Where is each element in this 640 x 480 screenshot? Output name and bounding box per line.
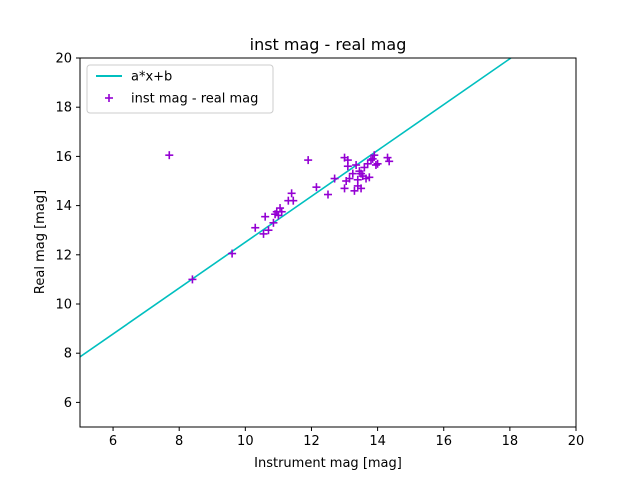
y-tick-label: 6	[64, 396, 72, 411]
axes-frame	[79, 57, 577, 428]
data-point	[269, 218, 278, 227]
x-tick-label: 16	[435, 434, 452, 449]
y-axis-label: Real mag [mag]	[33, 190, 48, 294]
x-tick-label: 8	[175, 434, 183, 449]
data-point	[324, 190, 332, 199]
x-tick-label: 6	[109, 434, 117, 449]
data-point	[345, 174, 354, 183]
x-tick-label: 20	[568, 434, 585, 449]
data-point	[353, 175, 362, 184]
legend-fit-line-label: a*x+b	[131, 70, 172, 85]
data-point	[304, 156, 313, 165]
x-tick-label: 18	[502, 434, 519, 449]
y-tick-label: 18	[55, 101, 72, 116]
points-layer	[165, 151, 394, 284]
data-point	[289, 196, 298, 205]
y-axis-ticks: 6 8 10 12 14 16 18 20	[55, 52, 80, 411]
data-point	[277, 207, 286, 216]
x-tick-label: 14	[369, 434, 386, 449]
y-tick-label: 8	[64, 347, 72, 362]
data-point	[340, 184, 349, 193]
y-tick-label: 14	[55, 199, 72, 214]
data-point	[365, 173, 374, 182]
data-point	[385, 157, 394, 166]
fit-line	[80, 58, 512, 358]
x-tick-label: 10	[237, 434, 254, 449]
data-point	[188, 275, 197, 284]
x-axis-label: Instrument mag [mag]	[254, 456, 402, 471]
x-axis-ticks: 6 8 10 12 14 16 18 20	[109, 427, 584, 449]
data-point	[370, 151, 379, 160]
data-point	[383, 153, 392, 162]
data-point	[348, 169, 357, 178]
data-point	[371, 161, 380, 170]
data-point	[259, 229, 268, 238]
fit-line-layer	[80, 58, 512, 358]
y-tick-label: 20	[55, 52, 72, 67]
data-point	[251, 223, 260, 232]
chart-title: inst mag - real mag	[250, 35, 407, 54]
data-point	[261, 212, 270, 221]
data-point	[276, 204, 285, 213]
y-tick-label: 16	[55, 150, 72, 165]
legend: a*x+b inst mag - real mag	[86, 64, 274, 114]
data-point	[287, 189, 296, 198]
data-point	[366, 156, 375, 165]
x-tick-label: 12	[303, 434, 320, 449]
data-point	[264, 226, 273, 235]
legend-scatter-marker	[105, 94, 113, 102]
data-point	[165, 151, 174, 160]
data-point	[368, 154, 377, 163]
data-point	[312, 183, 321, 192]
data-point	[350, 186, 359, 195]
data-point	[373, 159, 382, 168]
legend-scatter-label: inst mag - real mag	[131, 92, 258, 107]
plot-area	[79, 57, 577, 428]
data-point	[357, 184, 366, 193]
legend-box	[86, 64, 274, 114]
data-point	[352, 161, 361, 170]
y-tick-label: 10	[55, 298, 72, 313]
data-point	[228, 249, 237, 258]
data-point	[330, 174, 339, 183]
data-point	[343, 156, 352, 165]
y-tick-label: 12	[55, 248, 72, 263]
